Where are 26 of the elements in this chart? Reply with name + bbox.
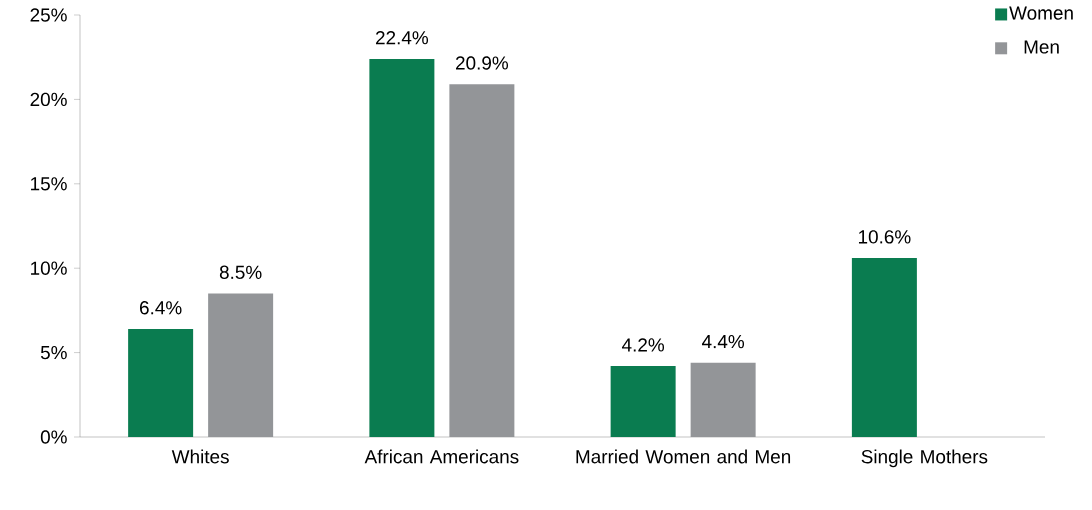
data-label: 6.4% xyxy=(140,301,182,315)
bar xyxy=(128,328,194,437)
data-label: 4.4% xyxy=(702,334,745,349)
y-tick-label: 5% xyxy=(40,345,67,360)
data-label: 8.5% xyxy=(219,265,262,280)
y-tick-label: 10% xyxy=(31,261,67,275)
y-tick-label: 20% xyxy=(30,92,67,107)
bar xyxy=(369,58,435,437)
data-label: 20.9% xyxy=(456,56,509,70)
y-tick-label: 0% xyxy=(40,430,67,444)
data-label: 10.6% xyxy=(858,230,911,244)
y-tick-label: 25% xyxy=(30,8,67,22)
bar xyxy=(208,293,274,437)
x-tick-label: Whites xyxy=(171,449,229,464)
x-tick-label: African Americans xyxy=(364,449,519,464)
bar xyxy=(690,362,756,437)
x-tick-label: Single Mothers xyxy=(861,449,988,468)
data-label: 4.2% xyxy=(622,338,665,352)
data-label: 22.4% xyxy=(376,31,429,45)
x-tick-label: Married Women and Men xyxy=(576,449,791,464)
bar xyxy=(610,366,676,437)
y-tick-label: 15% xyxy=(31,177,67,191)
legend-label: Men xyxy=(1024,40,1059,54)
bar xyxy=(449,84,515,437)
legend-label: Women xyxy=(1009,6,1073,20)
bar xyxy=(851,258,917,437)
